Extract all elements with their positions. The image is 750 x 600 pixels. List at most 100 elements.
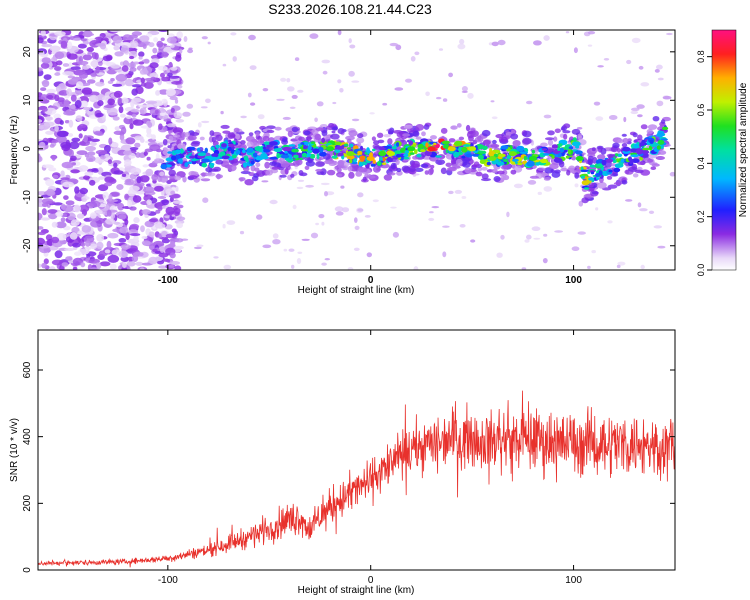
signal-cell [622,137,629,144]
signal-cell [479,159,486,164]
noise-cell [638,65,644,70]
signal-cell [548,153,554,157]
noise-cell [68,149,74,158]
noise-cell [107,254,120,263]
signal-cell [467,130,474,134]
snr-frame [37,329,676,571]
noise-cell [129,173,137,180]
signal-cell [527,180,537,185]
noise-cell [143,81,154,89]
noise-cell [51,236,60,244]
noise-cell [60,170,65,177]
noise-cell [60,141,72,149]
signal-cell [187,161,193,164]
noise-cell [165,233,177,239]
signal-cell [394,150,403,155]
signal-cell [274,126,282,131]
noise-cell [129,223,140,230]
noise-cell [125,115,132,120]
signal-cell [496,161,505,166]
signal-cell [250,160,255,165]
noise-cell [339,88,344,93]
noise-cell [40,217,50,221]
signal-cell [647,124,658,130]
noise-cell [85,145,96,152]
signal-cell [383,174,393,181]
signal-cell [177,158,183,163]
noise-cell [294,166,298,170]
signal-cell [560,167,568,172]
noise-cell [154,221,163,226]
noise-cell [272,239,281,245]
noise-cell [222,63,227,67]
noise-cell [43,74,52,80]
noise-cell [72,242,81,248]
noise-cell [459,38,465,45]
signal-cell [305,160,315,167]
signal-cell [396,131,406,138]
noise-cell [160,76,171,82]
signal-cell [263,141,271,145]
signal-cell [640,124,648,130]
signal-peak [468,146,477,152]
noise-cell [56,130,69,138]
noise-cell [48,266,56,270]
signal-cell [440,167,447,175]
signal-cell [450,158,456,165]
signal-cell [209,130,215,137]
noise-cell [59,120,64,125]
signal-cell [435,155,442,158]
noise-cell [133,235,139,243]
noise-cell [337,79,342,84]
signal-cell [410,163,421,169]
snr-y-axis: 0 200 400 600 [22,361,675,573]
noise-cell [89,200,101,208]
noise-cell [92,169,99,173]
snr-x-axis: -100 0 100 [158,330,582,586]
signal-cell [160,164,168,170]
noise-cell [490,100,495,103]
noise-cell [176,204,184,209]
noise-cell [86,79,96,84]
noise-cell [54,66,62,71]
noise-cell [172,200,183,204]
noise-cell [124,182,136,186]
noise-cell [301,238,310,241]
noise-cell [90,267,98,270]
signal-cell [597,146,603,153]
signal-cell [621,133,627,137]
noise-cell [640,82,650,87]
noise-cell [62,71,74,76]
noise-cell [114,126,120,131]
noise-cell [80,262,86,268]
signal-cell [353,158,358,163]
noise-cell [104,249,111,254]
noise-cell [425,91,430,97]
noise-cell [55,221,67,229]
signal-cell [450,125,458,130]
signal-cell [190,141,200,147]
signal-cell [171,155,177,161]
noise-cell [38,263,42,268]
signal-cell [209,156,218,161]
noise-cell [38,197,43,203]
noise-cell [93,126,102,132]
noise-cell [631,37,641,44]
noise-cell [199,136,205,141]
noise-cell [183,36,188,42]
signal-cell [455,158,463,166]
noise-cell [83,134,88,143]
signal-cell [298,136,305,142]
noise-cell [348,70,355,77]
signal-cell [259,149,263,153]
noise-cell [310,232,319,239]
noise-cell [101,96,108,101]
signal-cell [517,162,523,166]
noise-cell [82,65,90,70]
noise-cell [118,106,124,114]
noise-cell [144,220,155,228]
noise-cell [79,187,89,195]
signal-cell [388,129,394,135]
noise-cell [121,173,127,177]
